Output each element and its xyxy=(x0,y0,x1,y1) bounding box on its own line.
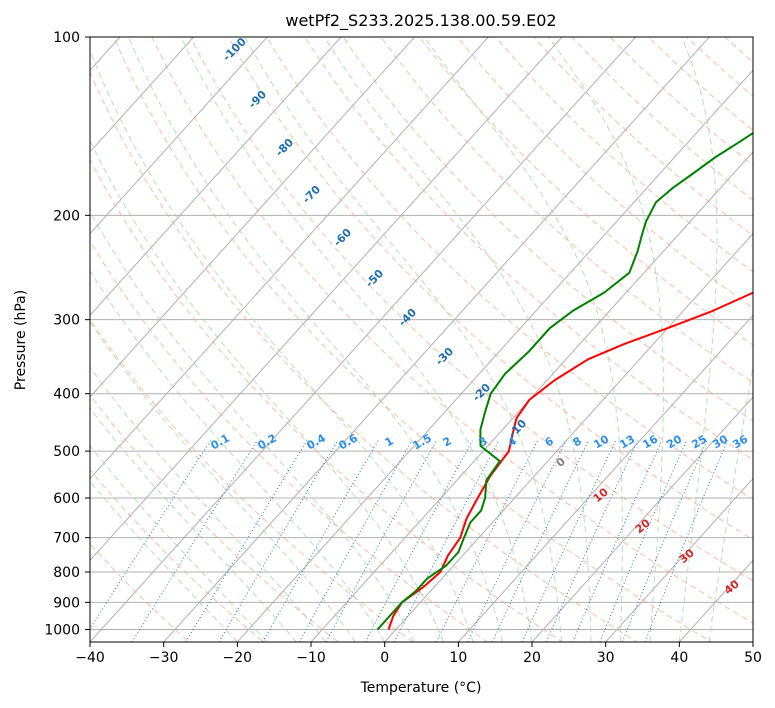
mixing-ratio-line xyxy=(393,440,500,642)
mixing-ratio-line xyxy=(185,440,308,642)
y-tick-label: 600 xyxy=(53,491,80,507)
dry-adiabat xyxy=(265,37,753,500)
dry-adiabat xyxy=(151,37,753,624)
isopleth-lines xyxy=(90,10,775,654)
dry-adiabat xyxy=(418,37,753,346)
x-tick-label: −20 xyxy=(223,650,253,666)
dewpoint-profile-line xyxy=(376,131,753,631)
temperature-profile-line xyxy=(387,291,753,630)
moist-adiabat xyxy=(90,270,386,642)
isotherm-line xyxy=(0,10,71,654)
y-tick-label: 1000 xyxy=(44,622,80,638)
x-axis-label: Temperature (°C) xyxy=(360,680,482,696)
mixing-ratio-line xyxy=(90,440,211,630)
grid-lines xyxy=(0,10,753,654)
isotherm-line xyxy=(90,37,195,153)
y-tick-label: 800 xyxy=(53,565,80,581)
y-tick-label: 300 xyxy=(53,313,80,329)
series-layer xyxy=(376,131,753,631)
mixing-ratio-line xyxy=(599,440,687,642)
moist-adiabat xyxy=(180,37,533,642)
moist-adiabat xyxy=(90,407,297,642)
moist-adiabat xyxy=(90,210,415,642)
isotherm-line xyxy=(236,69,753,642)
dry-adiabat xyxy=(90,240,489,642)
dry-adiabat xyxy=(189,37,753,582)
dry-adiabat xyxy=(90,318,414,642)
isotherm-line xyxy=(90,37,342,317)
y-tick-label: 100 xyxy=(53,30,80,46)
mixing-ratio-line xyxy=(644,440,729,642)
isotherm-line xyxy=(90,37,563,562)
moist-adiabat xyxy=(90,480,238,642)
moist-adiabat xyxy=(244,37,562,642)
plot-background xyxy=(90,37,753,642)
isotherm-line xyxy=(383,232,753,642)
isotherm-line xyxy=(604,477,753,642)
dry-adiabat xyxy=(90,70,638,642)
x-tick-label: −30 xyxy=(149,650,179,666)
mixing-ratio-line xyxy=(131,440,258,642)
x-tick-label: 10 xyxy=(449,650,467,666)
moist-adiabat xyxy=(128,37,503,642)
x-axis-ticks: −40 −30 −20 −10 0 10 20 30 40 50 xyxy=(75,642,762,666)
x-tick-label: 0 xyxy=(380,650,389,666)
isotherm-line xyxy=(531,396,753,642)
moist-adiabat xyxy=(90,139,445,642)
dry-adiabat xyxy=(90,469,265,642)
moist-adiabat xyxy=(423,37,623,642)
isotherm-line xyxy=(90,37,637,642)
chart-title: wetPf2_S233.2025.138.00.59.E02 xyxy=(285,11,556,31)
y-tick-label: 900 xyxy=(53,595,80,611)
isotherm-line xyxy=(90,37,489,480)
y-axis-ticks: 100 200 300 400 500 600 700 800 900 1000 xyxy=(44,30,90,638)
mixing-ratio-line xyxy=(621,440,708,642)
moist-adiabat xyxy=(90,445,268,642)
y-tick-label: 400 xyxy=(53,387,80,403)
x-tick-label: 40 xyxy=(670,650,688,666)
moist-adiabat xyxy=(678,37,718,642)
dry-adiabat xyxy=(227,37,753,541)
x-tick-label: −40 xyxy=(75,650,105,666)
moist-adiabat xyxy=(323,37,592,642)
mixing-ratio-line xyxy=(262,440,379,642)
y-tick-label: 500 xyxy=(53,444,80,460)
moist-adiabat xyxy=(90,321,356,642)
mixing-ratio-line xyxy=(467,440,567,642)
mixing-ratio-line xyxy=(218,440,339,642)
dry-adiabat xyxy=(90,543,190,642)
y-tick-label: 700 xyxy=(53,531,80,547)
plot-area xyxy=(90,37,753,642)
isotherm-line xyxy=(90,37,416,398)
x-tick-label: 20 xyxy=(523,650,541,666)
dry-adiabat xyxy=(770,10,775,654)
dry-adiabat xyxy=(304,37,753,461)
y-tick-label: 200 xyxy=(53,208,80,224)
dry-adiabat xyxy=(113,37,713,642)
dry-adiabat xyxy=(90,158,564,642)
mixing-ratio-line xyxy=(364,440,473,642)
moist-adiabat xyxy=(90,48,474,642)
moist-adiabat xyxy=(90,366,327,642)
x-tick-label: 30 xyxy=(597,650,615,666)
isotherm-line xyxy=(457,314,753,642)
plot-frame xyxy=(89,36,754,643)
isotherm-line xyxy=(310,151,753,642)
moist-adiabat xyxy=(547,37,664,642)
x-tick-label: 50 xyxy=(744,650,762,666)
x-tick-label: −10 xyxy=(296,650,326,666)
y-axis-label: Pressure (hPa) xyxy=(13,290,29,390)
axes-frame xyxy=(89,36,754,643)
isotherm-line xyxy=(162,37,710,642)
moist-adiabat xyxy=(708,362,753,642)
